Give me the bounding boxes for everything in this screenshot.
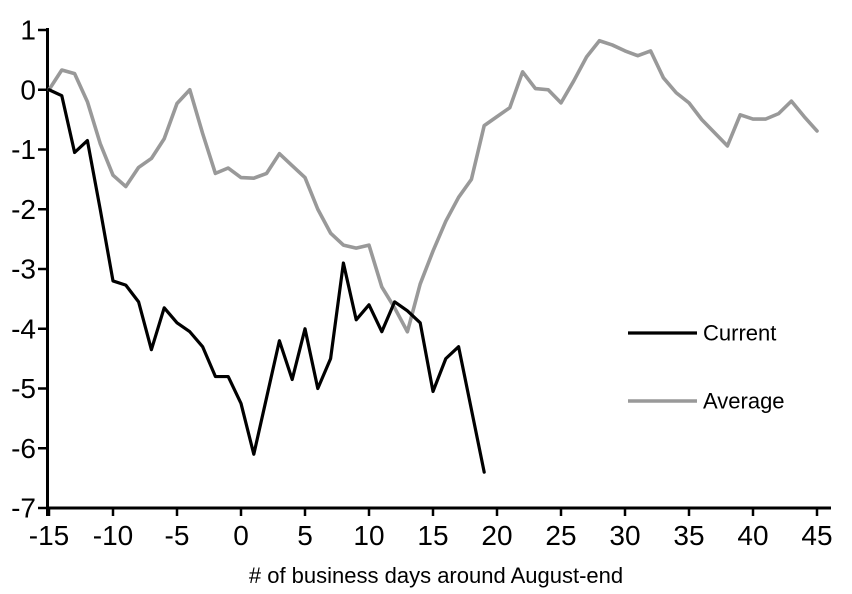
legend-current-label: Current	[703, 321, 776, 346]
x-tick-label: -5	[165, 520, 190, 551]
axes-layer: 10-1-2-3-4-5-6-7-15 -10 -5 0 5 10 15 20 25 30 35 40…	[11, 15, 832, 552]
x-tick-label: 35	[673, 520, 704, 551]
y-tick-label: -3	[11, 254, 36, 285]
x-tick-label: 40	[737, 520, 768, 551]
y-tick-label: -2	[11, 194, 36, 225]
x-tick-label: 25	[545, 520, 576, 551]
y-tick-label: -7	[11, 493, 36, 524]
y-tick-label: -5	[11, 373, 36, 404]
x-tick-label: 45	[801, 520, 832, 551]
x-tick-label: -10	[93, 520, 133, 551]
y-tick-label: -6	[11, 433, 36, 464]
x-tick-label: 0	[233, 520, 249, 551]
x-tick-label: 10	[353, 520, 384, 551]
average-line	[47, 38, 819, 334]
y-tick-label: -1	[11, 134, 36, 165]
x-tick-label: 30	[609, 520, 640, 551]
y-tick-label: -4	[11, 313, 36, 344]
x-tick-label: 5	[297, 520, 313, 551]
x-tick-label: -15	[29, 520, 69, 551]
x-axis-title: # of business days around August-end	[249, 563, 623, 588]
x-tick-label: 20	[481, 520, 512, 551]
legend: Current Average	[628, 321, 785, 414]
y-tick-label: 1	[20, 15, 36, 46]
current-line	[47, 88, 486, 474]
series-layer	[47, 38, 819, 474]
y-tick-label: 0	[20, 74, 36, 105]
legend-average-label: Average	[703, 389, 785, 414]
x-tick-label: 15	[417, 520, 448, 551]
